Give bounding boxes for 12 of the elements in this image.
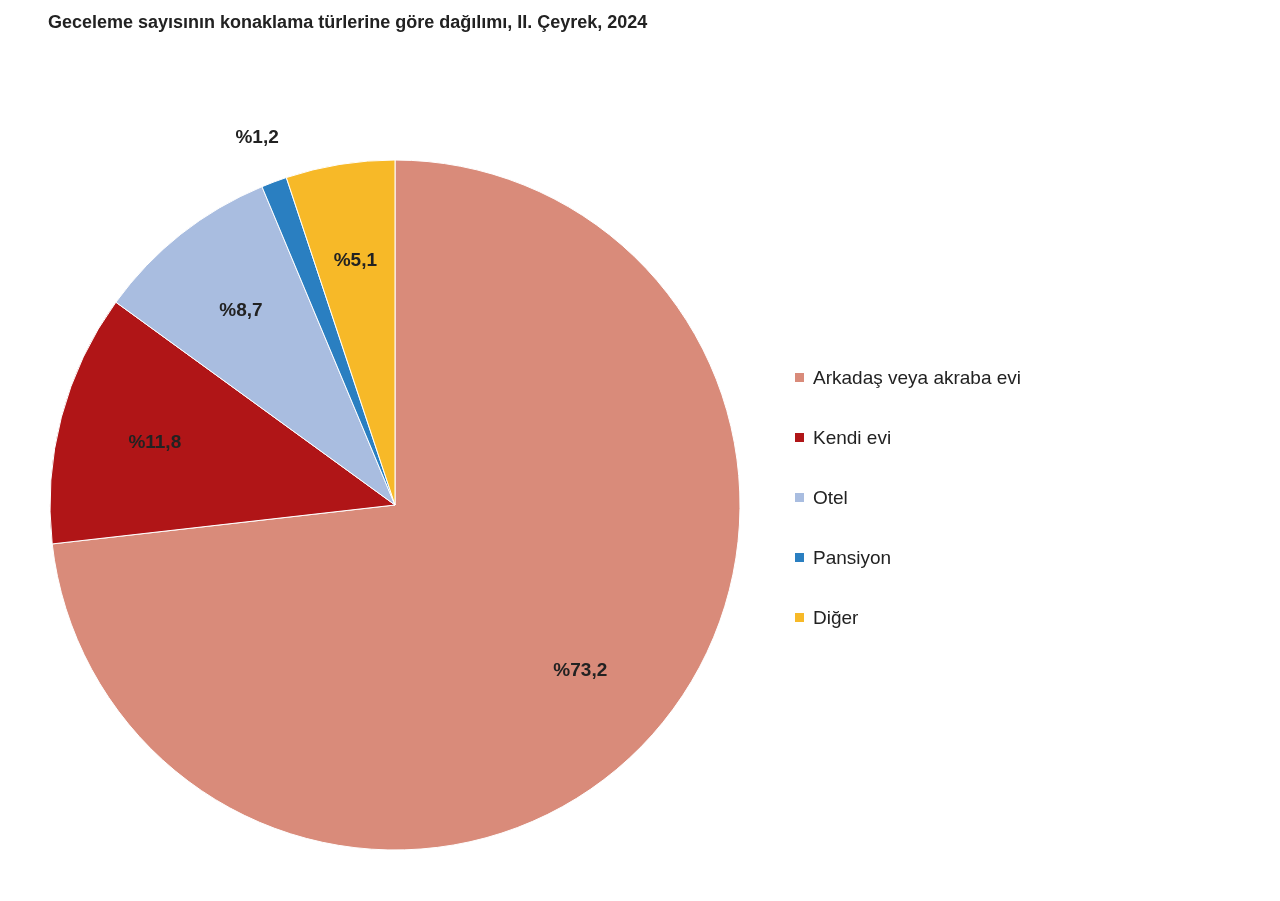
data-label: %5,1 xyxy=(333,248,378,270)
data-label: %8,7 xyxy=(219,299,263,321)
legend-label: Arkadaş veya akraba evi xyxy=(813,366,1022,388)
data-label: %1,2 xyxy=(235,125,279,147)
legend-label: Otel xyxy=(813,486,848,508)
chart-title: Geceleme sayısının konaklama türlerine göre dağılımı, II. Çeyrek, 2024 xyxy=(48,11,648,32)
legend-label: Kendi evi xyxy=(813,426,892,448)
legend-label: Pansiyon xyxy=(813,546,892,568)
data-label: %11,8 xyxy=(128,430,182,452)
legend-label: Diğer xyxy=(813,606,860,628)
data-label: %73,2 xyxy=(553,659,608,681)
pie-slice xyxy=(51,159,741,851)
